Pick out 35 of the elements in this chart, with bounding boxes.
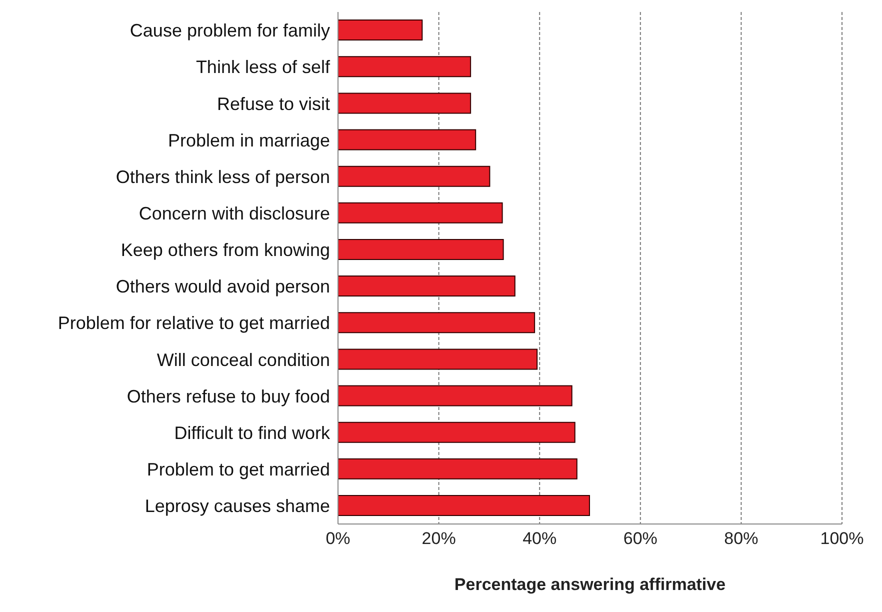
bar xyxy=(338,20,423,41)
bar xyxy=(338,56,472,78)
bar xyxy=(338,312,536,334)
x-tick-label: 100% xyxy=(820,529,864,548)
x-tick-label: 80% xyxy=(724,529,758,548)
bar xyxy=(338,276,516,297)
y-tick-label: Others would avoid person xyxy=(116,276,330,297)
bar xyxy=(338,385,572,406)
bar xyxy=(338,202,503,224)
bar xyxy=(338,238,504,260)
bar xyxy=(338,458,578,480)
y-tick-label: Cause problem for family xyxy=(130,20,330,41)
y-tick-label: Leprosy causes shame xyxy=(144,496,330,516)
y-tick-label: Concern with disclosure xyxy=(138,204,330,224)
bar xyxy=(338,129,476,150)
bar xyxy=(338,92,472,114)
y-tick-label: Refuse to visit xyxy=(216,94,330,114)
y-tick-label: Others think less of person xyxy=(116,166,330,187)
y-tick-label: Problem to get married xyxy=(146,460,330,480)
x-tick-label: 40% xyxy=(522,529,557,548)
x-tick-label: 20% xyxy=(422,529,456,548)
y-tick-label: Problem in marriage xyxy=(168,130,330,150)
bar xyxy=(338,348,538,370)
y-tick-label: Others refuse to buy food xyxy=(126,386,330,406)
x-tick-label: 60% xyxy=(623,529,658,548)
bar xyxy=(338,494,590,516)
bar xyxy=(338,422,576,443)
x-tick-label: 0% xyxy=(326,529,350,548)
y-tick-label: Will conceal condition xyxy=(156,350,330,370)
y-tick-label: Problem for relative to get married xyxy=(58,313,330,334)
y-tick-label: Think less of self xyxy=(196,57,331,78)
y-tick-label: Keep others from knowing xyxy=(120,240,330,260)
x-axis-title: Percentage answering affirmative xyxy=(454,575,726,594)
bar xyxy=(338,166,490,187)
y-tick-label: Difficult to find work xyxy=(174,422,331,443)
